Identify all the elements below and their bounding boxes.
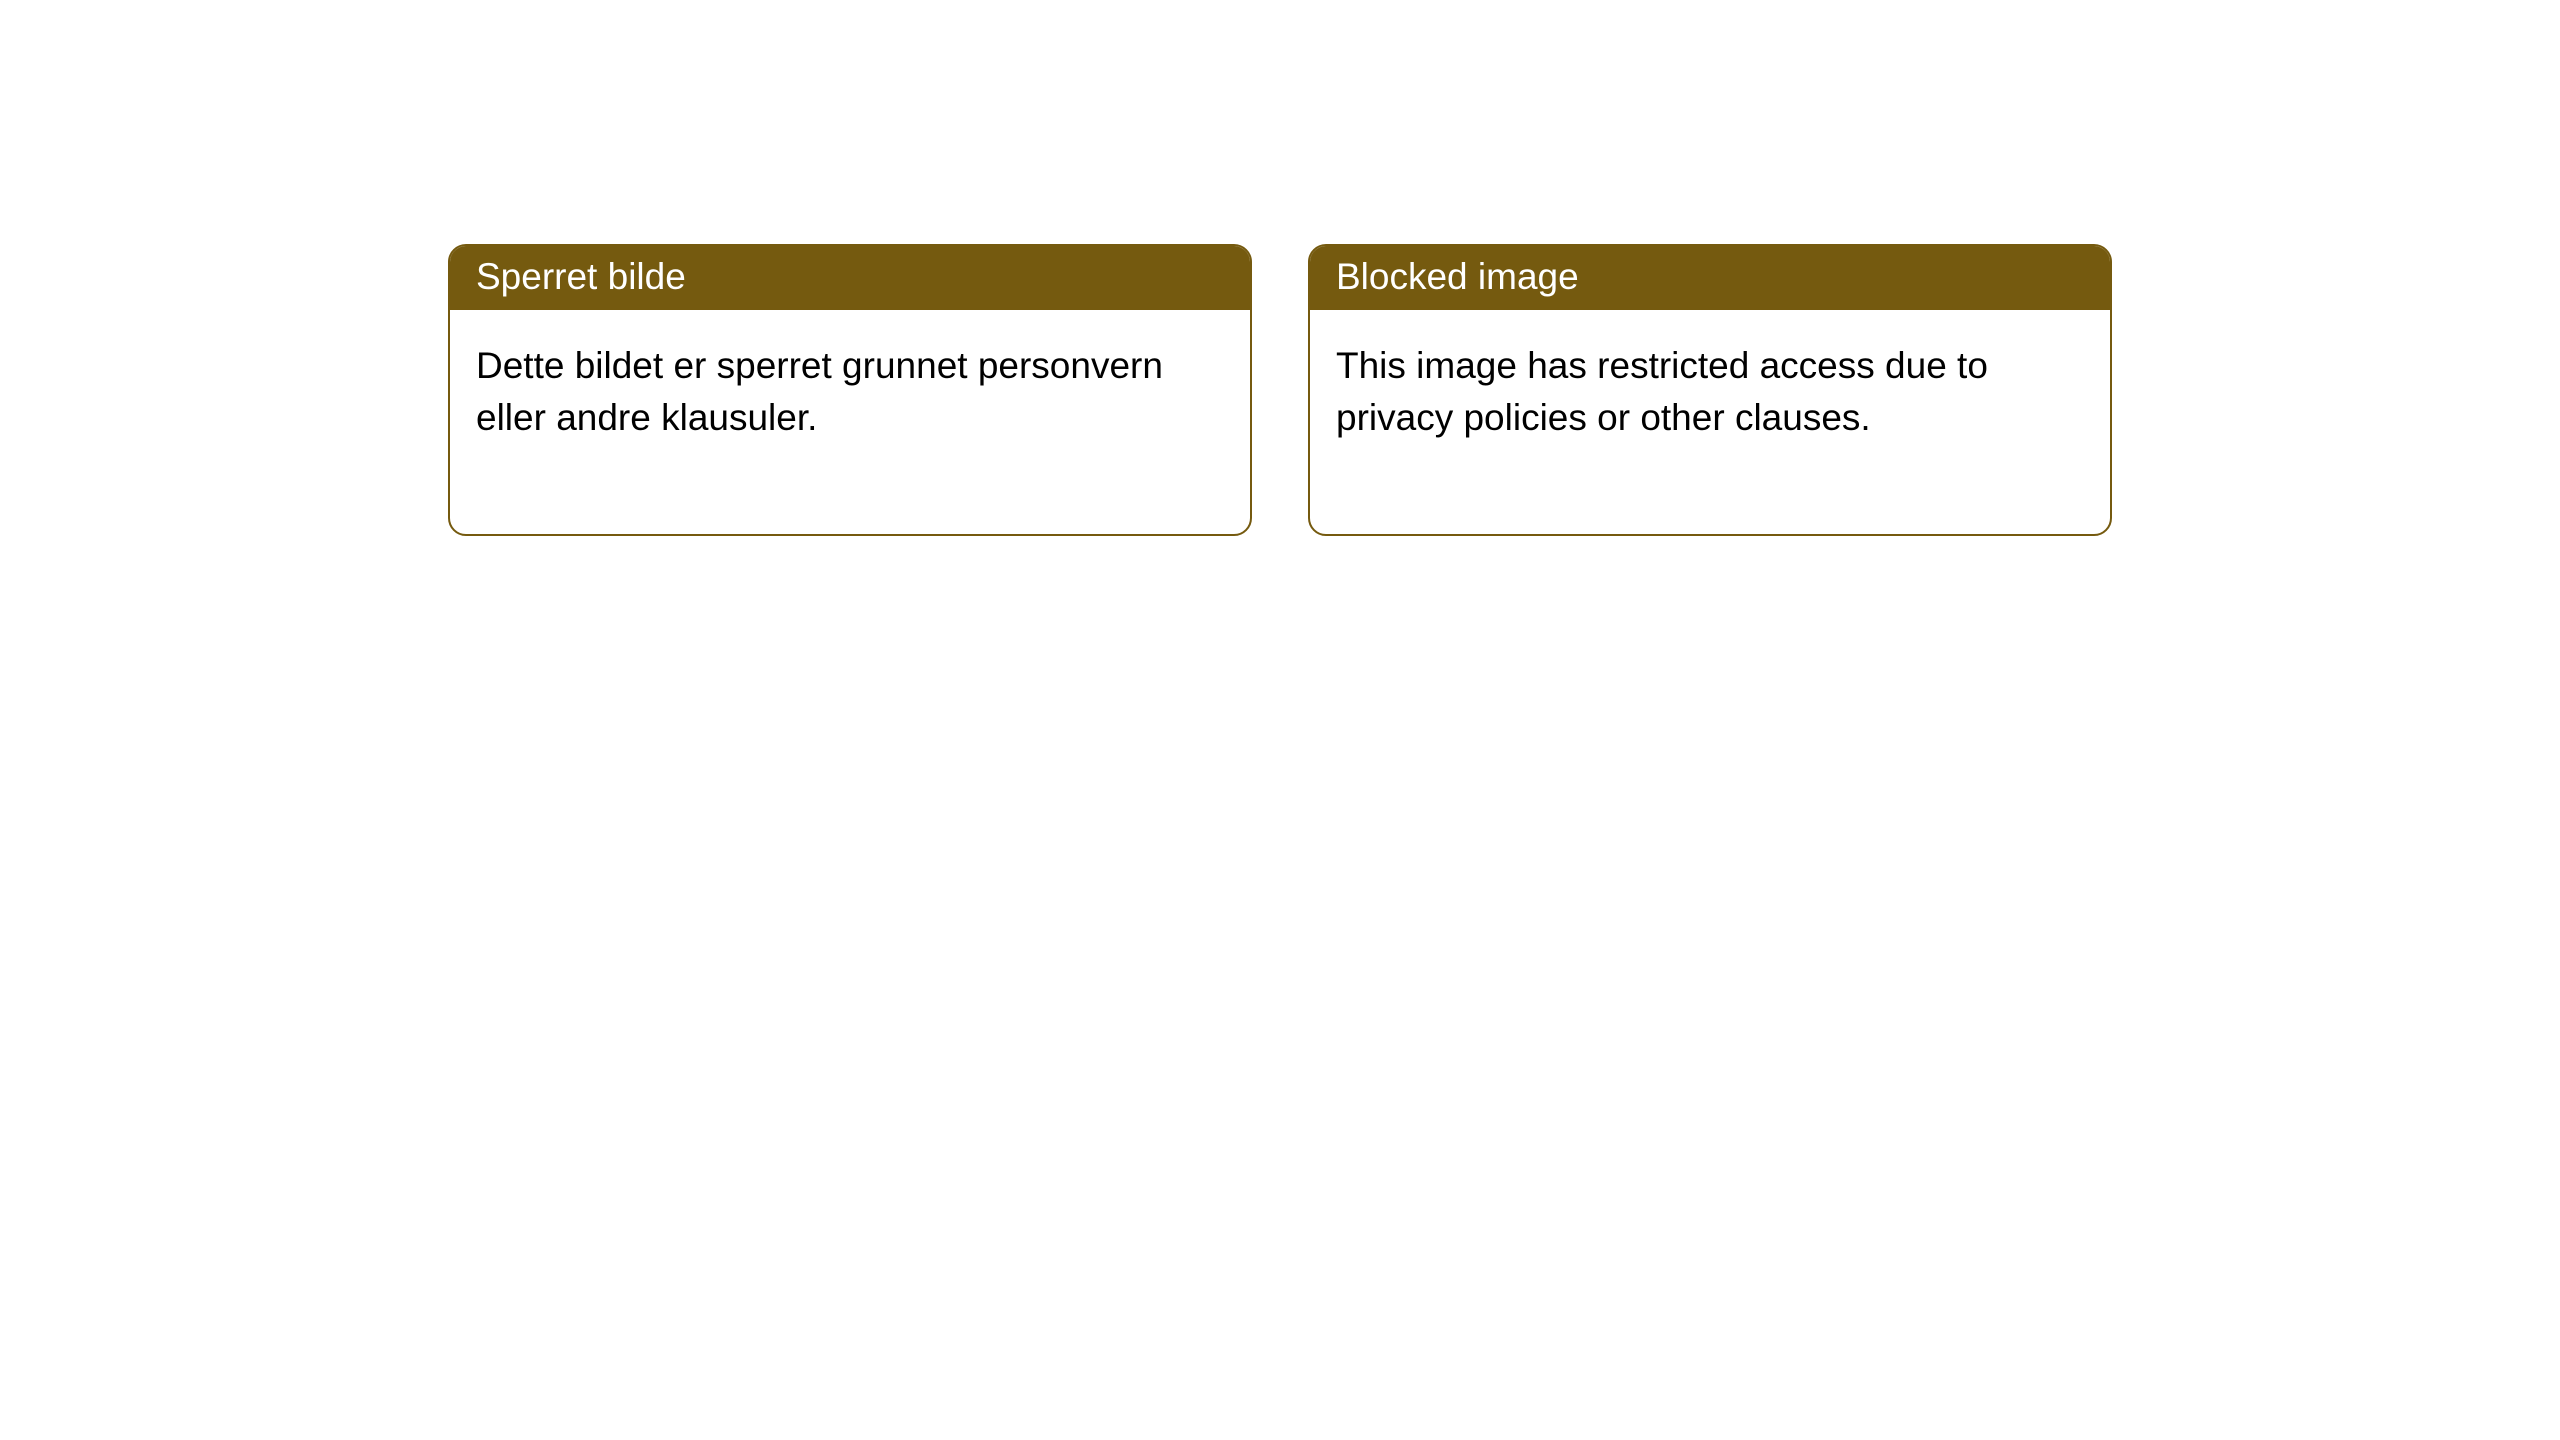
notice-body: Dette bildet er sperret grunnet personve… (450, 310, 1250, 534)
notice-card-norwegian: Sperret bilde Dette bildet er sperret gr… (448, 244, 1252, 536)
notice-container: Sperret bilde Dette bildet er sperret gr… (0, 0, 2560, 536)
notice-card-english: Blocked image This image has restricted … (1308, 244, 2112, 536)
notice-header: Sperret bilde (450, 246, 1250, 310)
notice-body: This image has restricted access due to … (1310, 310, 2110, 534)
notice-header: Blocked image (1310, 246, 2110, 310)
